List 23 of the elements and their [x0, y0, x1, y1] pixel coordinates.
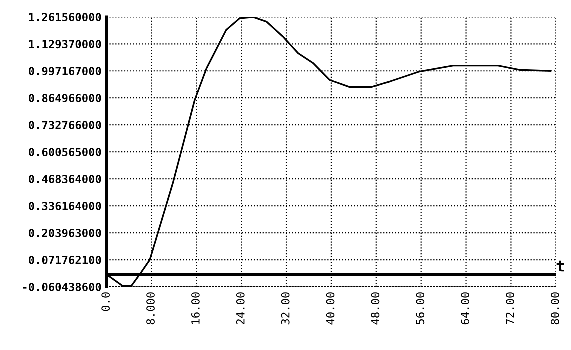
x-tick-label: 32.00: [281, 292, 290, 325]
x-tick-label: 40.00: [326, 292, 335, 325]
y-tick-label: 0.468364000: [29, 175, 102, 184]
y-tick-label: 1.261560000: [29, 13, 102, 22]
x-tick-label: 0.0: [102, 292, 110, 312]
x-tick-label: 8.000: [146, 292, 155, 325]
x-tick-label: 24.00: [236, 292, 245, 324]
x-tick-label: 80.00: [551, 292, 560, 325]
x-tick-label: 56.00: [416, 292, 425, 325]
y-tick-label: 0.071762100: [29, 256, 102, 264]
y-tick-label: 0.997167000: [29, 67, 102, 76]
y-tick-label: 0.864966000: [29, 94, 102, 103]
x-tick-label: 16.00: [192, 292, 200, 324]
x-tick-label: 72.00: [506, 292, 514, 325]
y-tick-label: 0.203963000: [29, 229, 102, 238]
x-tick-label: 48.00: [371, 292, 380, 325]
x-axis-title: t: [556, 260, 564, 272]
y-tick-label: 0.600565000: [29, 148, 102, 156]
y-tick-label: -0.060438600: [23, 282, 102, 292]
x-tick-label: 64.00: [461, 292, 470, 325]
y-tick-label: 0.732766000: [29, 121, 102, 130]
y-tick-label: 1.129370000: [29, 40, 102, 49]
y-tick-label: 0.336164000: [29, 202, 102, 210]
